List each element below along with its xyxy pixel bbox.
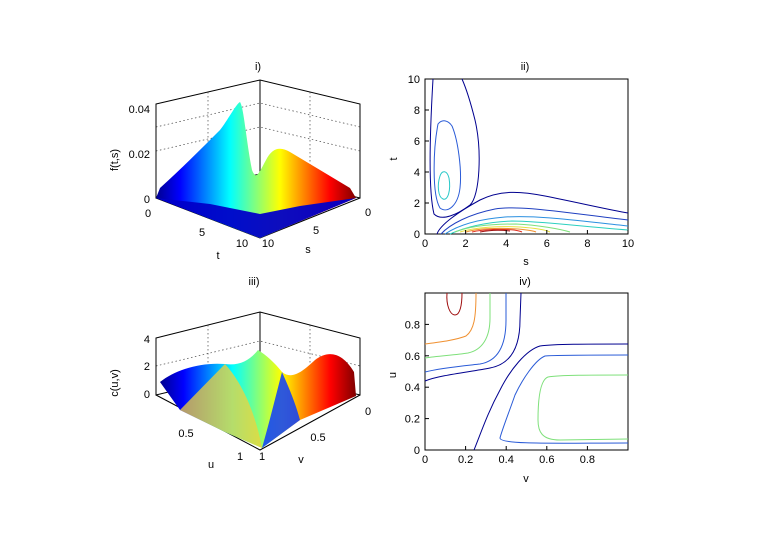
panel-i-ttick: 5 [199, 227, 205, 239]
x-tick-label: 8 [584, 238, 590, 250]
panel-i-slabel: s [305, 244, 311, 256]
contour-level [499, 354, 629, 444]
y-tick-label: 6 [414, 136, 420, 148]
panel-iii-utick: 1 [237, 451, 243, 463]
contour-level [446, 292, 463, 316]
panel-i-stick: 10 [262, 238, 274, 250]
x-tick-label: 0 [422, 238, 428, 250]
panel-ii-title: ii) [521, 61, 530, 73]
panel-iii-vlabel: v [298, 454, 304, 466]
panel-ii-contours [429, 78, 629, 235]
panel-iii-vtick: 0.5 [310, 432, 325, 444]
panel-i-ttick: 10 [236, 238, 248, 250]
contour-level [424, 293, 507, 373]
panel-iii-ztick: 2 [144, 361, 150, 373]
panel-iv: iv) 0 0.2 0.4 0.6 0.8 0 0.2 0.4 0.6 0.8 v u [387, 276, 629, 485]
contour-level [471, 228, 523, 233]
x-tick-label: 0.6 [539, 454, 554, 466]
contour-level [440, 207, 629, 235]
panel-i-title: i) [255, 61, 261, 73]
contour-level [537, 374, 629, 441]
contour-level [424, 292, 477, 345]
panel-i-ztick: 0.04 [129, 104, 150, 116]
contour-level [436, 191, 629, 235]
panel-iii-surface-valley [262, 372, 300, 448]
panel-iii-ulabel: u [208, 459, 214, 471]
panel-i-tlabel: t [216, 250, 219, 262]
panel-iii-zlabel: c(u,v) [109, 369, 121, 397]
panel-iii-ztick: 4 [144, 334, 150, 346]
y-tick-label: 8 [414, 105, 420, 117]
panel-iii-vtick: 1 [259, 451, 265, 463]
y-tick-label: 0 [414, 445, 420, 457]
contour-level [473, 343, 629, 451]
y-tick-label: 0.4 [405, 382, 420, 394]
contour-level [479, 229, 511, 233]
panel-ii: ii) 0 2 4 6 8 10 0 2 4 6 8 10 s t [388, 61, 634, 268]
panel-i: i) 0.04 0.02 0 0 5 10 10 5 0 f(t,s) t s [109, 61, 371, 262]
panel-ii-axes [424, 78, 629, 235]
panel-iv-title: iv) [519, 276, 531, 288]
panel-i-surface-base [156, 198, 356, 238]
panel-iii-vtick: 0 [365, 406, 371, 418]
y-tick-label: 10 [408, 74, 420, 86]
contour-level [433, 120, 461, 211]
panel-i-ztick: 0.02 [129, 149, 150, 161]
panel-iii-ztick: 0 [144, 389, 150, 401]
x-tick-label: 6 [544, 238, 550, 250]
panel-iii: iii) 4 2 0 0.5 1 1 0.5 0 c(u,v) u v [109, 276, 371, 471]
x-tick-label: 4 [503, 238, 509, 250]
panel-iii-grid [155, 325, 361, 382]
panel-ii-xlabel: s [523, 256, 529, 268]
y-tick-label: 0.6 [405, 351, 420, 363]
panel-ii-ylabel: t [388, 157, 400, 160]
panel-i-zlabel: f(t,s) [109, 149, 121, 171]
y-tick-label: 0.8 [405, 319, 420, 331]
panel-i-stick: 5 [313, 225, 319, 237]
contour-level [454, 223, 571, 233]
x-tick-label: 0.8 [580, 454, 595, 466]
contour-level [465, 227, 537, 233]
panel-iii-title: iii) [249, 276, 260, 288]
panel-iv-axes [424, 292, 629, 451]
x-tick-label: 0 [422, 454, 428, 466]
x-tick-label: 10 [622, 238, 634, 250]
x-tick-label: 0.4 [499, 454, 514, 466]
contour-level [459, 226, 551, 233]
y-tick-label: 4 [414, 167, 420, 179]
panel-iii-surface-shade [180, 364, 262, 448]
y-tick-label: 0.2 [405, 414, 420, 426]
y-tick-label: 0 [414, 229, 420, 241]
panel-iv-xlabel: v [523, 473, 529, 485]
panel-i-ztick: 0 [144, 194, 150, 206]
contour-level [424, 292, 522, 382]
panel-i-ttick: 0 [145, 208, 151, 220]
panel-i-stick: 0 [365, 207, 371, 219]
contour-level [444, 216, 629, 235]
contour-level [429, 78, 480, 218]
panel-iii-utick: 0.5 [178, 428, 193, 440]
y-tick-label: 2 [414, 198, 420, 210]
contour-level [424, 293, 491, 359]
panel-iv-ylabel: u [387, 372, 399, 378]
contour-level [437, 171, 451, 200]
contour-level [449, 220, 629, 235]
x-tick-label: 0.2 [458, 454, 473, 466]
panel-iv-contours [424, 292, 629, 451]
x-tick-label: 2 [463, 238, 469, 250]
